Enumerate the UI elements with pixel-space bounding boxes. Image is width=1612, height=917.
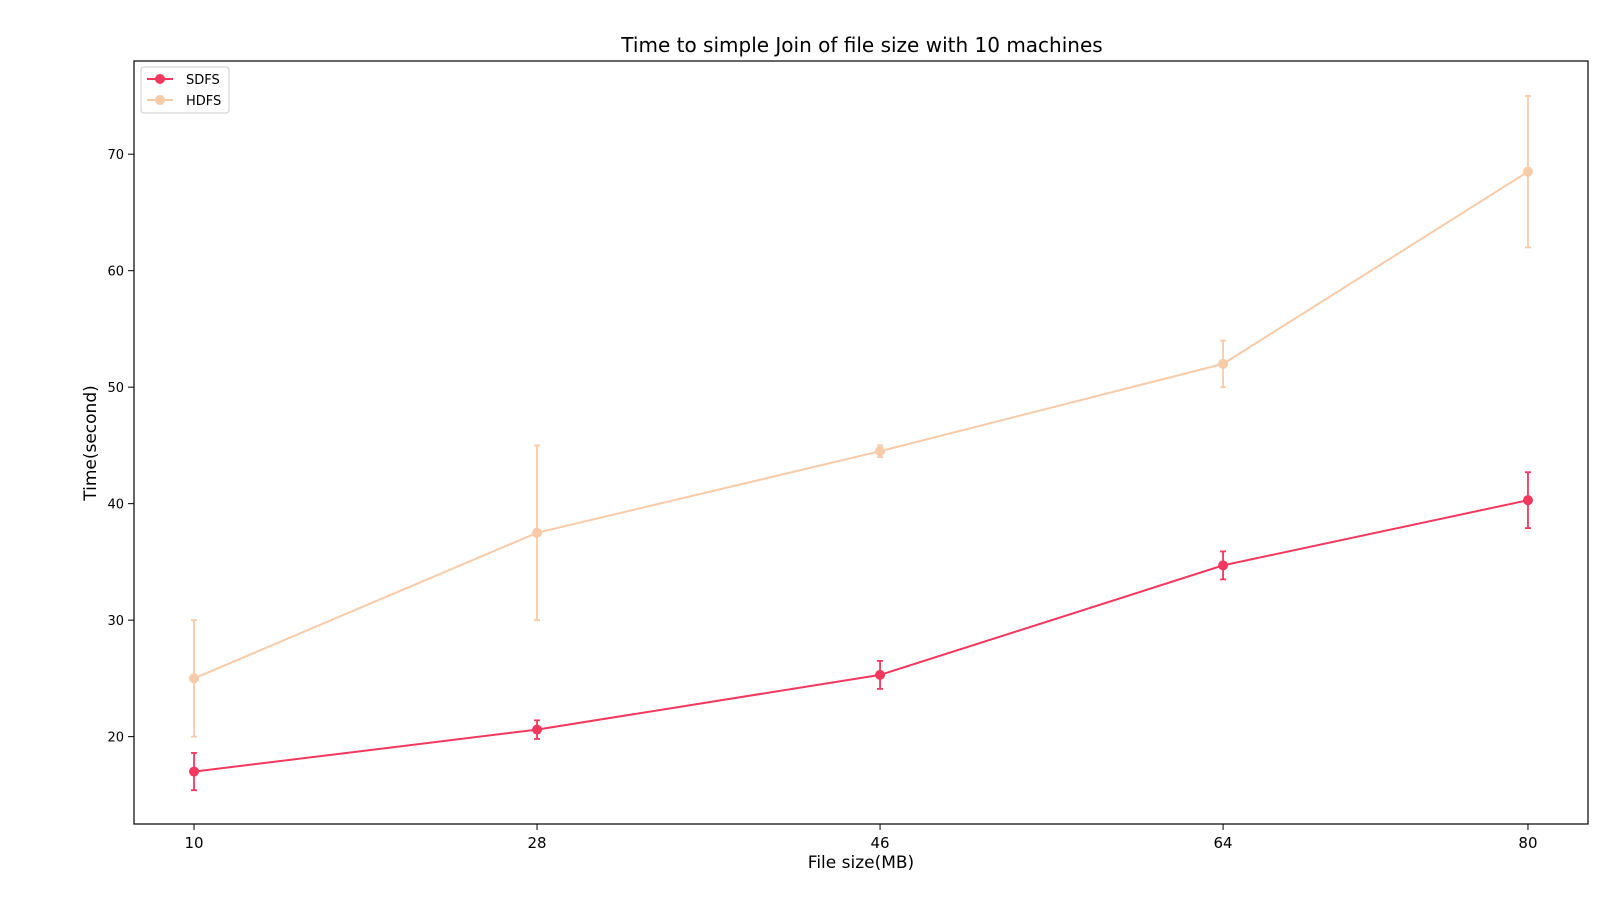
y-tick-label: 50 [107,381,124,396]
series-sdfs [189,471,1533,792]
chart-title: Time to simple Join of file size with 10… [620,33,1102,57]
x-tick-label: 46 [871,834,890,852]
series-layer [189,95,1533,792]
sdfs-point [875,669,886,680]
legend-sdfs-swatch-marker [155,74,165,84]
y-tick-label: 60 [107,265,124,280]
y-axis: 20 30 40 50 60 70 [107,148,134,746]
sdfs-line [193,499,1529,773]
x-axis: 10 28 46 64 80 [184,824,1538,852]
sdfs-point [1522,495,1533,506]
y-tick-label: 30 [107,614,124,629]
sdfs-point [532,724,543,735]
sdfs-point [189,766,200,777]
legend-hdfs-label: HDFS [186,94,221,109]
hdfs-point [532,527,543,538]
x-tick-label: 28 [527,834,546,852]
x-axis-label: File size(MB) [808,853,914,873]
legend-sdfs-label: SDFS [186,73,220,88]
y-axis-label: Time(second) [81,385,101,502]
legend-hdfs-swatch-marker [155,95,165,105]
x-tick-label: 64 [1214,834,1233,852]
x-tick-label: 80 [1518,834,1537,852]
series-hdfs [189,95,1533,738]
plot-area [133,60,1589,825]
hdfs-point [189,673,200,684]
x-tick-label: 10 [184,834,203,852]
legend: SDFS HDFS [140,66,230,114]
hdfs-line [193,170,1529,680]
hdfs-point [1218,358,1229,369]
hdfs-point [875,446,886,457]
sdfs-point [1218,560,1229,571]
y-tick-label: 70 [107,148,124,163]
y-tick-label: 20 [107,731,124,746]
y-tick-label: 40 [107,498,124,513]
hdfs-point [1522,166,1533,177]
